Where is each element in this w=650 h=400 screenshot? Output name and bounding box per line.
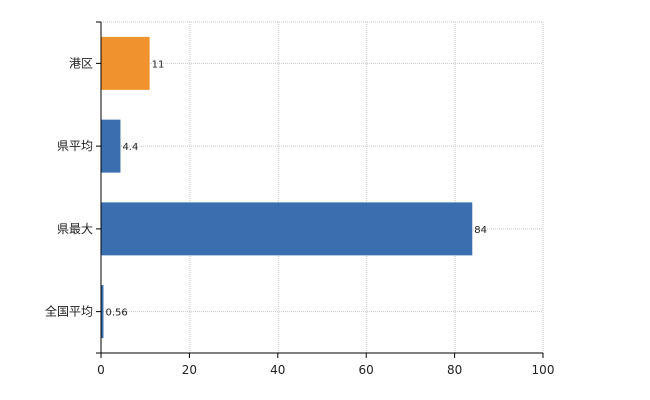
bars xyxy=(101,36,473,339)
x-tick-label-20: 20 xyxy=(182,363,197,377)
data-label-3: 0.56 xyxy=(105,308,127,319)
data-label-1: 4.4 xyxy=(122,142,138,153)
data-label-0: 11 xyxy=(152,59,165,70)
category-label-3: 全国平均 xyxy=(45,304,93,319)
x-tick-label-80: 80 xyxy=(447,363,462,377)
grid-lines xyxy=(101,21,544,353)
bar-0 xyxy=(101,36,150,90)
category-label-1: 県平均 xyxy=(57,139,93,153)
bar-2 xyxy=(101,202,473,256)
axes xyxy=(96,21,544,358)
bar-1 xyxy=(101,119,121,173)
labels: 11 港区 4.4 県平均 84 県最大 0.56 全国平均 0 20 40 60 80 100 xyxy=(45,56,554,377)
x-tick-label-100: 100 xyxy=(532,363,555,377)
x-tick-label-40: 40 xyxy=(270,363,285,377)
x-tick-label-0: 0 xyxy=(97,363,105,377)
data-label-2: 84 xyxy=(474,225,487,236)
x-tick-label-60: 60 xyxy=(359,363,374,377)
category-label-0: 港区 xyxy=(69,56,93,70)
bar-3 xyxy=(101,285,104,339)
category-label-2: 県最大 xyxy=(57,222,93,236)
